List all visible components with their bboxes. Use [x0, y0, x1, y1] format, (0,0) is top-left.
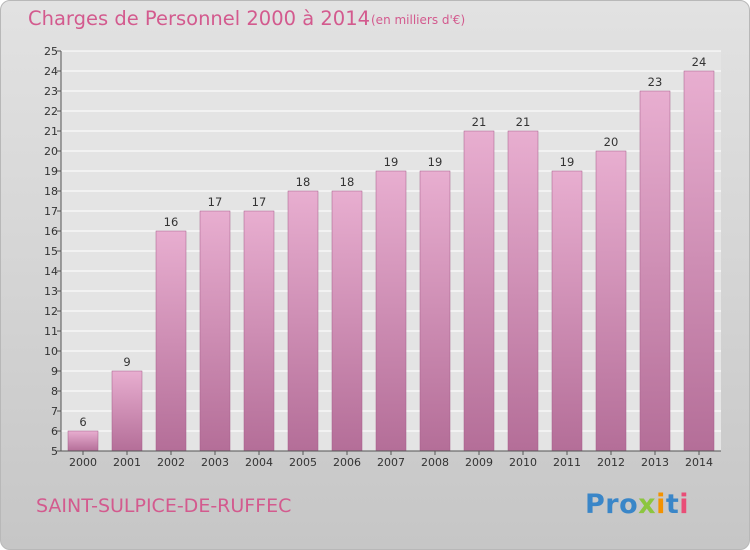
x-tick-label: 2008 — [421, 456, 449, 469]
bar — [463, 130, 495, 452]
y-tick-label: 9 — [51, 365, 58, 378]
y-tick-label: 8 — [51, 385, 58, 398]
data-label: 6 — [79, 415, 86, 429]
y-tick-label: 14 — [44, 265, 58, 278]
bar — [243, 210, 275, 452]
bar — [507, 130, 539, 452]
x-tick-label: 2001 — [113, 456, 141, 469]
bar — [67, 430, 99, 452]
y-tick-label: 20 — [44, 145, 58, 158]
bar — [155, 230, 187, 452]
data-label: 19 — [384, 155, 399, 169]
chart-title: Charges de Personnel 2000 à 2014 — [28, 7, 371, 30]
data-label: 19 — [560, 155, 575, 169]
commune-name: SAINT-SULPICE-DE-RUFFEC — [36, 495, 292, 517]
logo-part: Pro — [585, 489, 639, 520]
bar — [551, 170, 583, 452]
y-tick-label: 12 — [44, 305, 58, 318]
y-tick-label: 19 — [44, 165, 58, 178]
y-tick-label: 23 — [44, 85, 58, 98]
y-tick-label: 22 — [44, 105, 58, 118]
bar — [111, 370, 143, 452]
logo-part: i — [679, 489, 690, 520]
x-tick-label: 2012 — [597, 456, 625, 469]
y-tick-label: 25 — [44, 45, 58, 58]
x-tick-label: 2002 — [157, 456, 185, 469]
data-label: 23 — [648, 75, 663, 89]
bar — [639, 90, 671, 452]
x-tick-label: 2004 — [245, 456, 273, 469]
proxiti-logo: Proxiti — [585, 489, 689, 520]
x-tick-label: 2009 — [465, 456, 493, 469]
y-tick-label: 24 — [44, 65, 58, 78]
x-tick-label: 2003 — [201, 456, 229, 469]
y-tick-label: 5 — [51, 445, 58, 458]
logo-part: t — [665, 489, 680, 520]
x-tick-label: 2007 — [377, 456, 405, 469]
bar — [331, 190, 363, 452]
x-tick-label: 2011 — [553, 456, 581, 469]
logo-part: x — [638, 489, 657, 520]
bar — [683, 70, 715, 452]
x-tick-label: 2005 — [289, 456, 317, 469]
data-label: 18 — [340, 175, 355, 189]
bar — [199, 210, 231, 452]
y-tick-label: 13 — [44, 285, 58, 298]
y-tick-label: 21 — [44, 125, 58, 138]
x-tick-label: 2006 — [333, 456, 361, 469]
data-label: 19 — [428, 155, 443, 169]
x-tick-label: 2010 — [509, 456, 537, 469]
y-tick-label: 17 — [44, 205, 58, 218]
x-tick-label: 2013 — [641, 456, 669, 469]
y-tick-label: 10 — [44, 345, 58, 358]
data-label: 17 — [208, 195, 223, 209]
bar — [287, 190, 319, 452]
y-tick-label: 15 — [44, 245, 58, 258]
data-label: 18 — [296, 175, 311, 189]
y-tick-label: 16 — [44, 225, 58, 238]
data-label: 20 — [604, 135, 619, 149]
x-tick-label: 2000 — [69, 456, 97, 469]
data-label: 16 — [164, 215, 179, 229]
data-label: 21 — [472, 115, 487, 129]
data-label: 17 — [252, 195, 267, 209]
logo-part: i — [656, 489, 666, 520]
y-tick-label: 7 — [51, 405, 58, 418]
data-label: 24 — [692, 55, 707, 69]
bar — [595, 150, 627, 452]
y-tick-label: 11 — [44, 325, 58, 338]
y-tick-label: 18 — [44, 185, 58, 198]
data-label: 9 — [123, 355, 130, 369]
bar — [375, 170, 407, 452]
x-tick-label: 2014 — [685, 456, 713, 469]
y-tick-label: 6 — [51, 425, 58, 438]
chart-subtitle: (en milliers d'€) — [371, 13, 466, 27]
data-label: 21 — [516, 115, 531, 129]
bar — [419, 170, 451, 452]
